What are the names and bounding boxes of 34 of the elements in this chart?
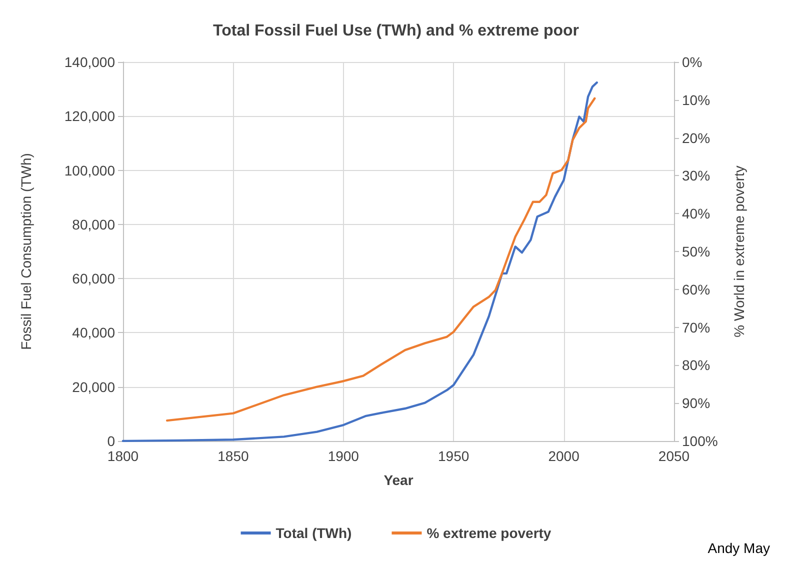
x-tick-label: 2000 — [548, 448, 580, 464]
y-tick-label: 60,000 — [72, 270, 116, 287]
y-tick-label: 40,000 — [72, 324, 116, 341]
y-tick-label: 20,000 — [72, 378, 116, 395]
y-tick-label: 80,000 — [72, 216, 116, 232]
line-series — [166, 97, 596, 422]
y2-tick-label: 40% — [682, 206, 710, 222]
legend-label: Total (TWh) — [276, 525, 352, 541]
text: Andy May — [708, 540, 770, 556]
y2-axis-title: % World in extreme poverty — [731, 166, 747, 338]
y2-tick-label: 100% — [682, 433, 718, 449]
legend-label: % extreme poverty — [426, 525, 552, 541]
y2-tick-label: 10% — [682, 92, 710, 108]
x-tick-label: 2050 — [658, 448, 690, 464]
y-tick-label: 120,000 — [64, 108, 116, 124]
x-tick-label: 1900 — [328, 448, 360, 464]
y-tick-label: 0 — [107, 433, 116, 449]
x-tick-label: 1800 — [107, 448, 139, 464]
x-tick-label: 1950 — [438, 448, 470, 464]
y2-tick-label: 20% — [682, 130, 710, 146]
y2-tick-label: 90% — [682, 395, 710, 412]
y-tick-label: 100,000 — [64, 162, 116, 178]
chart-title: Total Fossil Fuel Use (TWh) and % extreme poor — [213, 22, 579, 40]
y-axis-title: Fossil Fuel Consumption (TWh) — [18, 153, 34, 350]
y-tick-label: 140,000 — [64, 54, 116, 70]
y2-tick-label: 50% — [682, 244, 710, 260]
y2-tick-label: 60% — [682, 281, 710, 298]
y2-tick-label: 30% — [682, 168, 710, 184]
y2-tick-label: 80% — [682, 357, 710, 374]
line-series — [122, 81, 598, 442]
y2-tick-label: 70% — [682, 319, 710, 336]
x-axis-title: Year — [384, 472, 414, 488]
y2-tick-label: 0% — [682, 54, 702, 70]
x-tick-label: 1850 — [218, 448, 249, 464]
